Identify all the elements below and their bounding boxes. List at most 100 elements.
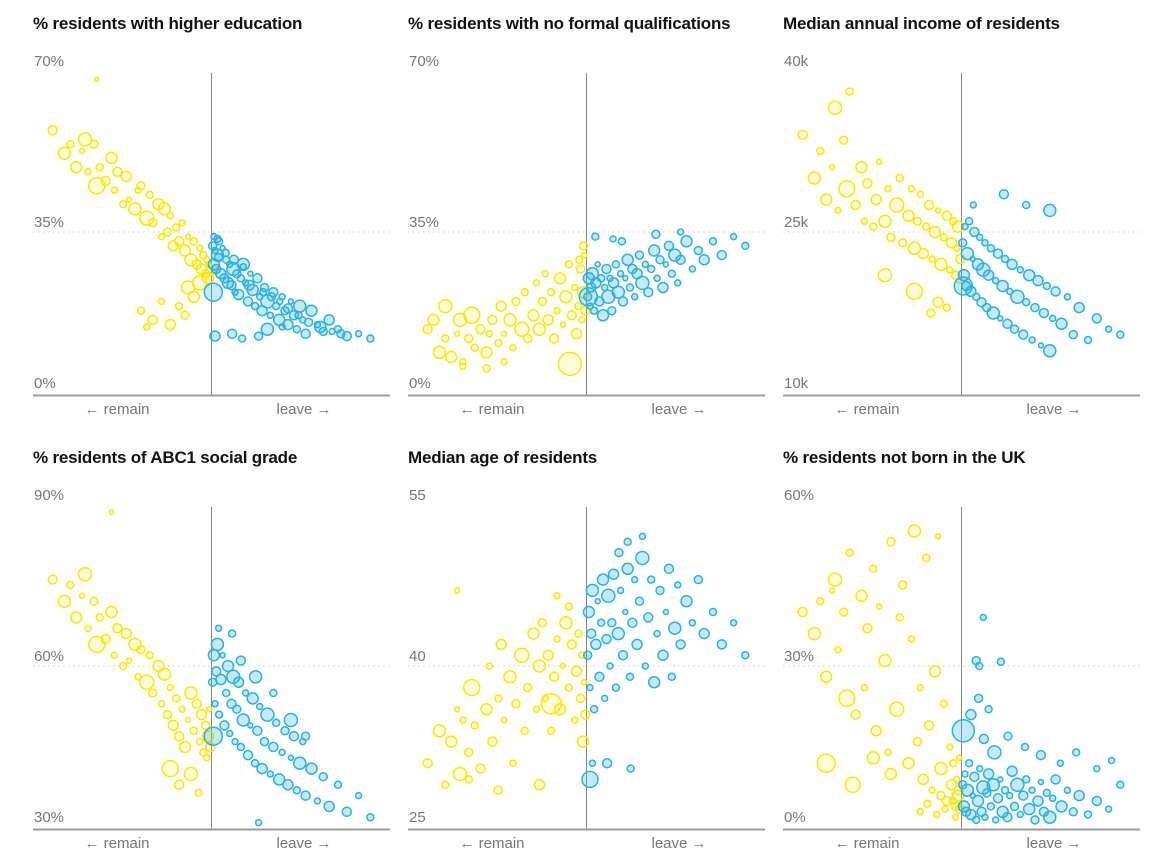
data-point-remain xyxy=(953,775,961,784)
data-point-leave xyxy=(1028,786,1036,794)
data-point-leave xyxy=(646,264,656,274)
data-point-remain xyxy=(157,667,172,681)
data-point-remain xyxy=(520,726,529,736)
data-point-leave xyxy=(1006,765,1018,778)
data-point-remain xyxy=(553,635,561,643)
data-point-remain xyxy=(532,705,541,713)
x-label-leave: leave → xyxy=(1026,401,1081,418)
data-point-remain xyxy=(953,244,961,252)
chart-abc1-social-grade: % residents of ABC1 social grade 90% 60% 3… xyxy=(33,448,390,852)
y-tick-mid: 30% xyxy=(784,648,814,665)
data-point-remain xyxy=(120,170,132,183)
data-point-remain xyxy=(917,773,930,786)
scatter-plot-higher-education: 70% 35% 0% ← remain leave → xyxy=(33,53,390,418)
scatter-plot-abc1-social-grade: 90% 60% 30% ← remain leave → xyxy=(33,487,390,852)
data-point-leave xyxy=(354,791,363,800)
data-point-remain xyxy=(945,237,958,249)
data-point-remain xyxy=(895,173,904,183)
data-point-leave xyxy=(268,741,279,753)
data-point-remain xyxy=(570,283,579,292)
data-point-leave xyxy=(676,228,685,236)
data-point-remain xyxy=(869,564,878,574)
data-point-leave xyxy=(588,759,597,767)
data-point-remain xyxy=(548,333,560,344)
data-point-leave xyxy=(259,287,268,297)
data-point-remain xyxy=(147,314,158,326)
data-point-leave xyxy=(366,334,375,343)
y-tick-bottom: 25 xyxy=(409,809,426,826)
data-point-leave xyxy=(622,275,629,282)
data-point-remain xyxy=(189,726,199,736)
data-point-leave xyxy=(582,650,593,660)
data-point-remain xyxy=(934,761,948,776)
data-point-leave xyxy=(986,243,996,253)
data-point-remain xyxy=(564,683,574,692)
data-point-leave xyxy=(242,296,254,307)
data-point-leave xyxy=(1107,756,1116,765)
data-point-leave xyxy=(1073,301,1085,314)
y-tick-mid: 25k xyxy=(784,214,809,231)
data-point-remain xyxy=(500,357,508,366)
data-point-remain xyxy=(511,296,521,307)
data-point-leave xyxy=(275,297,284,306)
data-point-leave xyxy=(996,279,1009,293)
data-point-leave xyxy=(586,683,594,692)
data-point-remain xyxy=(89,596,99,606)
y-tick-top: 55 xyxy=(409,487,426,504)
data-point-remain xyxy=(180,310,190,321)
data-point-leave xyxy=(693,574,704,585)
y-tick-bottom: 10k xyxy=(784,375,809,392)
data-point-remain xyxy=(157,232,166,241)
data-point-leave xyxy=(969,771,980,782)
data-point-leave xyxy=(1009,324,1020,334)
data-point-remain xyxy=(580,251,588,259)
data-point-remain xyxy=(527,627,540,640)
data-point-leave xyxy=(226,279,237,291)
data-point-leave xyxy=(1116,330,1125,339)
data-point-leave xyxy=(623,537,632,547)
data-point-leave xyxy=(236,274,246,283)
scatter-plot-median-income: 40k 25k 10k ← remain leave → xyxy=(783,53,1140,418)
data-point-remain xyxy=(161,759,180,778)
data-point-remain xyxy=(936,790,946,801)
data-point-leave xyxy=(581,770,599,789)
data-point-leave xyxy=(1050,286,1061,297)
data-point-remain xyxy=(828,587,836,594)
data-point-remain xyxy=(453,330,461,338)
data-point-remain xyxy=(564,602,574,611)
data-point-leave xyxy=(607,305,617,316)
data-point-remain xyxy=(917,247,930,260)
data-point-leave xyxy=(611,626,626,641)
data-point-leave xyxy=(221,248,230,258)
data-point-leave xyxy=(657,281,669,294)
y-tick-top: 40k xyxy=(784,53,809,70)
data-point-remain xyxy=(178,740,192,754)
data-point-leave xyxy=(1104,805,1113,813)
data-point-leave xyxy=(366,812,375,822)
data-point-leave xyxy=(1063,786,1072,794)
data-point-leave xyxy=(716,249,728,261)
data-point-remain xyxy=(500,716,508,724)
data-point-remain xyxy=(105,605,118,619)
data-point-leave xyxy=(1048,794,1057,803)
data-point-remain xyxy=(199,748,208,757)
data-point-remain xyxy=(834,646,842,654)
data-point-leave xyxy=(255,702,264,711)
data-point-leave xyxy=(971,258,985,271)
data-point-leave xyxy=(964,216,974,226)
data-point-remain xyxy=(89,139,99,149)
data-point-remain xyxy=(500,330,508,338)
data-point-remain xyxy=(475,763,486,774)
data-point-leave xyxy=(231,737,239,746)
data-point-leave xyxy=(232,704,242,714)
data-point-leave xyxy=(287,298,295,305)
data-point-remain xyxy=(575,264,586,274)
data-point-leave xyxy=(617,296,629,307)
data-point-leave xyxy=(221,659,235,673)
y-tick-bottom: 0% xyxy=(34,375,56,392)
data-point-remain xyxy=(95,162,104,172)
data-point-leave xyxy=(641,260,650,269)
data-point-leave xyxy=(1055,317,1068,331)
x-label-leave: leave → xyxy=(276,401,331,418)
data-point-remain xyxy=(559,290,573,304)
